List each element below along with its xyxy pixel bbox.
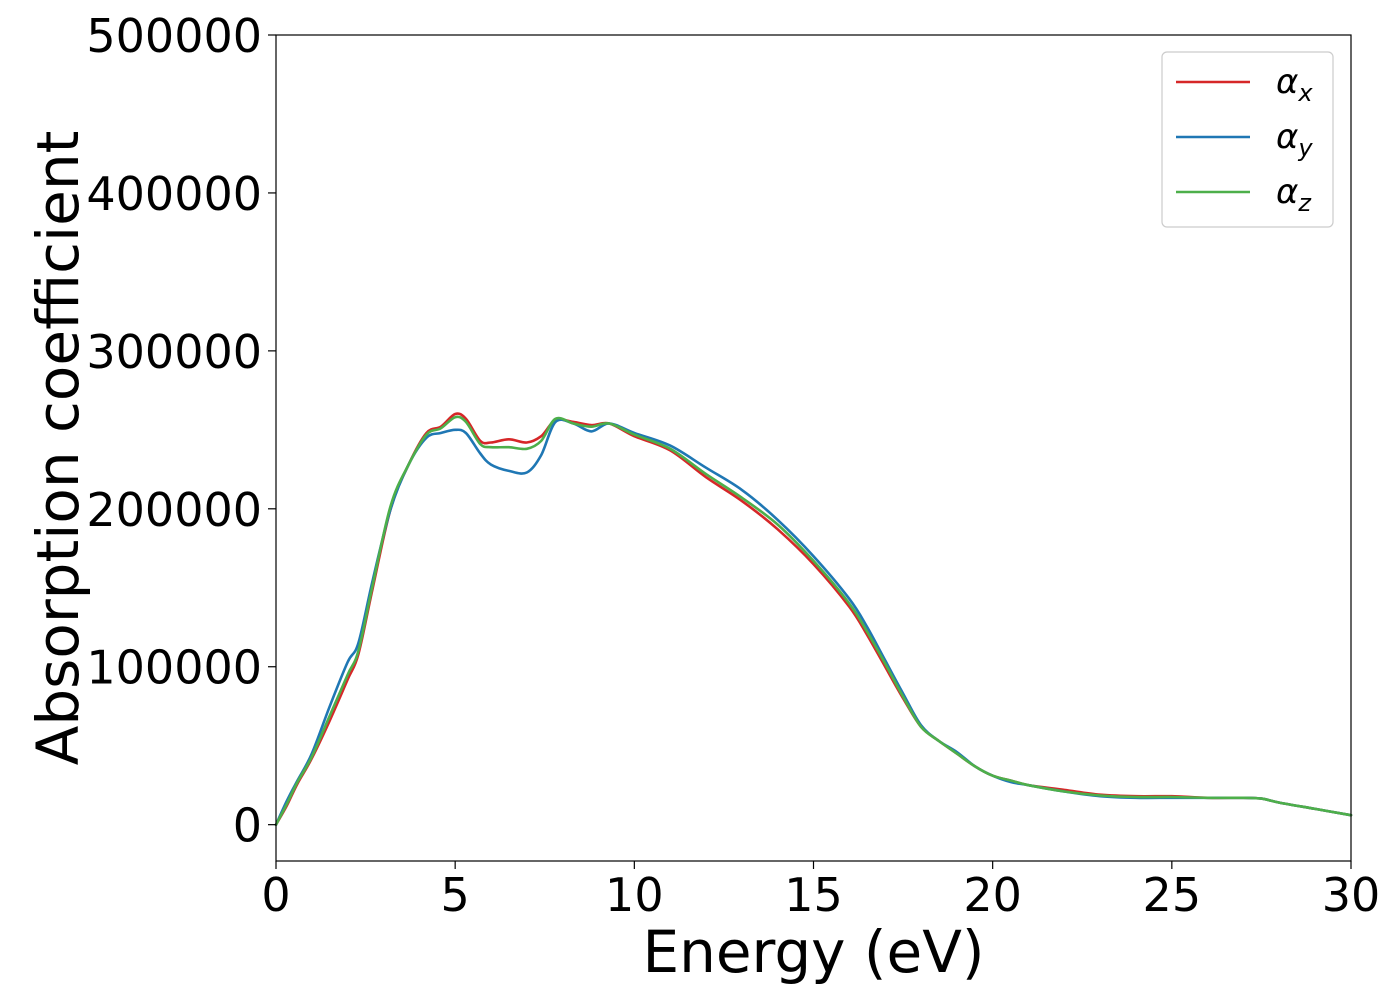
x-tick-label: 10 — [605, 868, 664, 922]
legend-box — [1161, 51, 1334, 228]
x-axis: 0 5 10 15 20 25 30 — [261, 861, 1380, 922]
x-tick-label: 25 — [1143, 868, 1202, 922]
y-axis-title: Absorption coefficient — [24, 131, 92, 766]
legend-label-z: αz — [1276, 172, 1312, 217]
x-tick-label: 15 — [784, 868, 843, 922]
y-tick-label: 400000 — [86, 167, 262, 221]
legend: αx αy αz — [1161, 51, 1334, 228]
y-tick-label: 200000 — [86, 483, 262, 537]
x-tick-label: 5 — [441, 868, 470, 922]
y-tick-label: 300000 — [86, 325, 262, 379]
legend-label-y: αy — [1276, 117, 1313, 162]
y-tick-label: 100000 — [86, 641, 262, 695]
x-axis-title: Energy (eV) — [642, 918, 984, 986]
series-line-z — [274, 415, 1353, 826]
x-tick-label: 0 — [261, 868, 290, 922]
y-tick-label: 500000 — [86, 9, 262, 63]
y-axis: 0 100000 200000 300000 400000 500000 — [86, 9, 276, 853]
legend-label-x: αx — [1276, 62, 1313, 107]
series-layer — [274, 412, 1353, 826]
y-tick-label: 0 — [233, 799, 262, 853]
x-tick-label: 30 — [1322, 868, 1381, 922]
x-tick-label: 20 — [963, 868, 1022, 922]
